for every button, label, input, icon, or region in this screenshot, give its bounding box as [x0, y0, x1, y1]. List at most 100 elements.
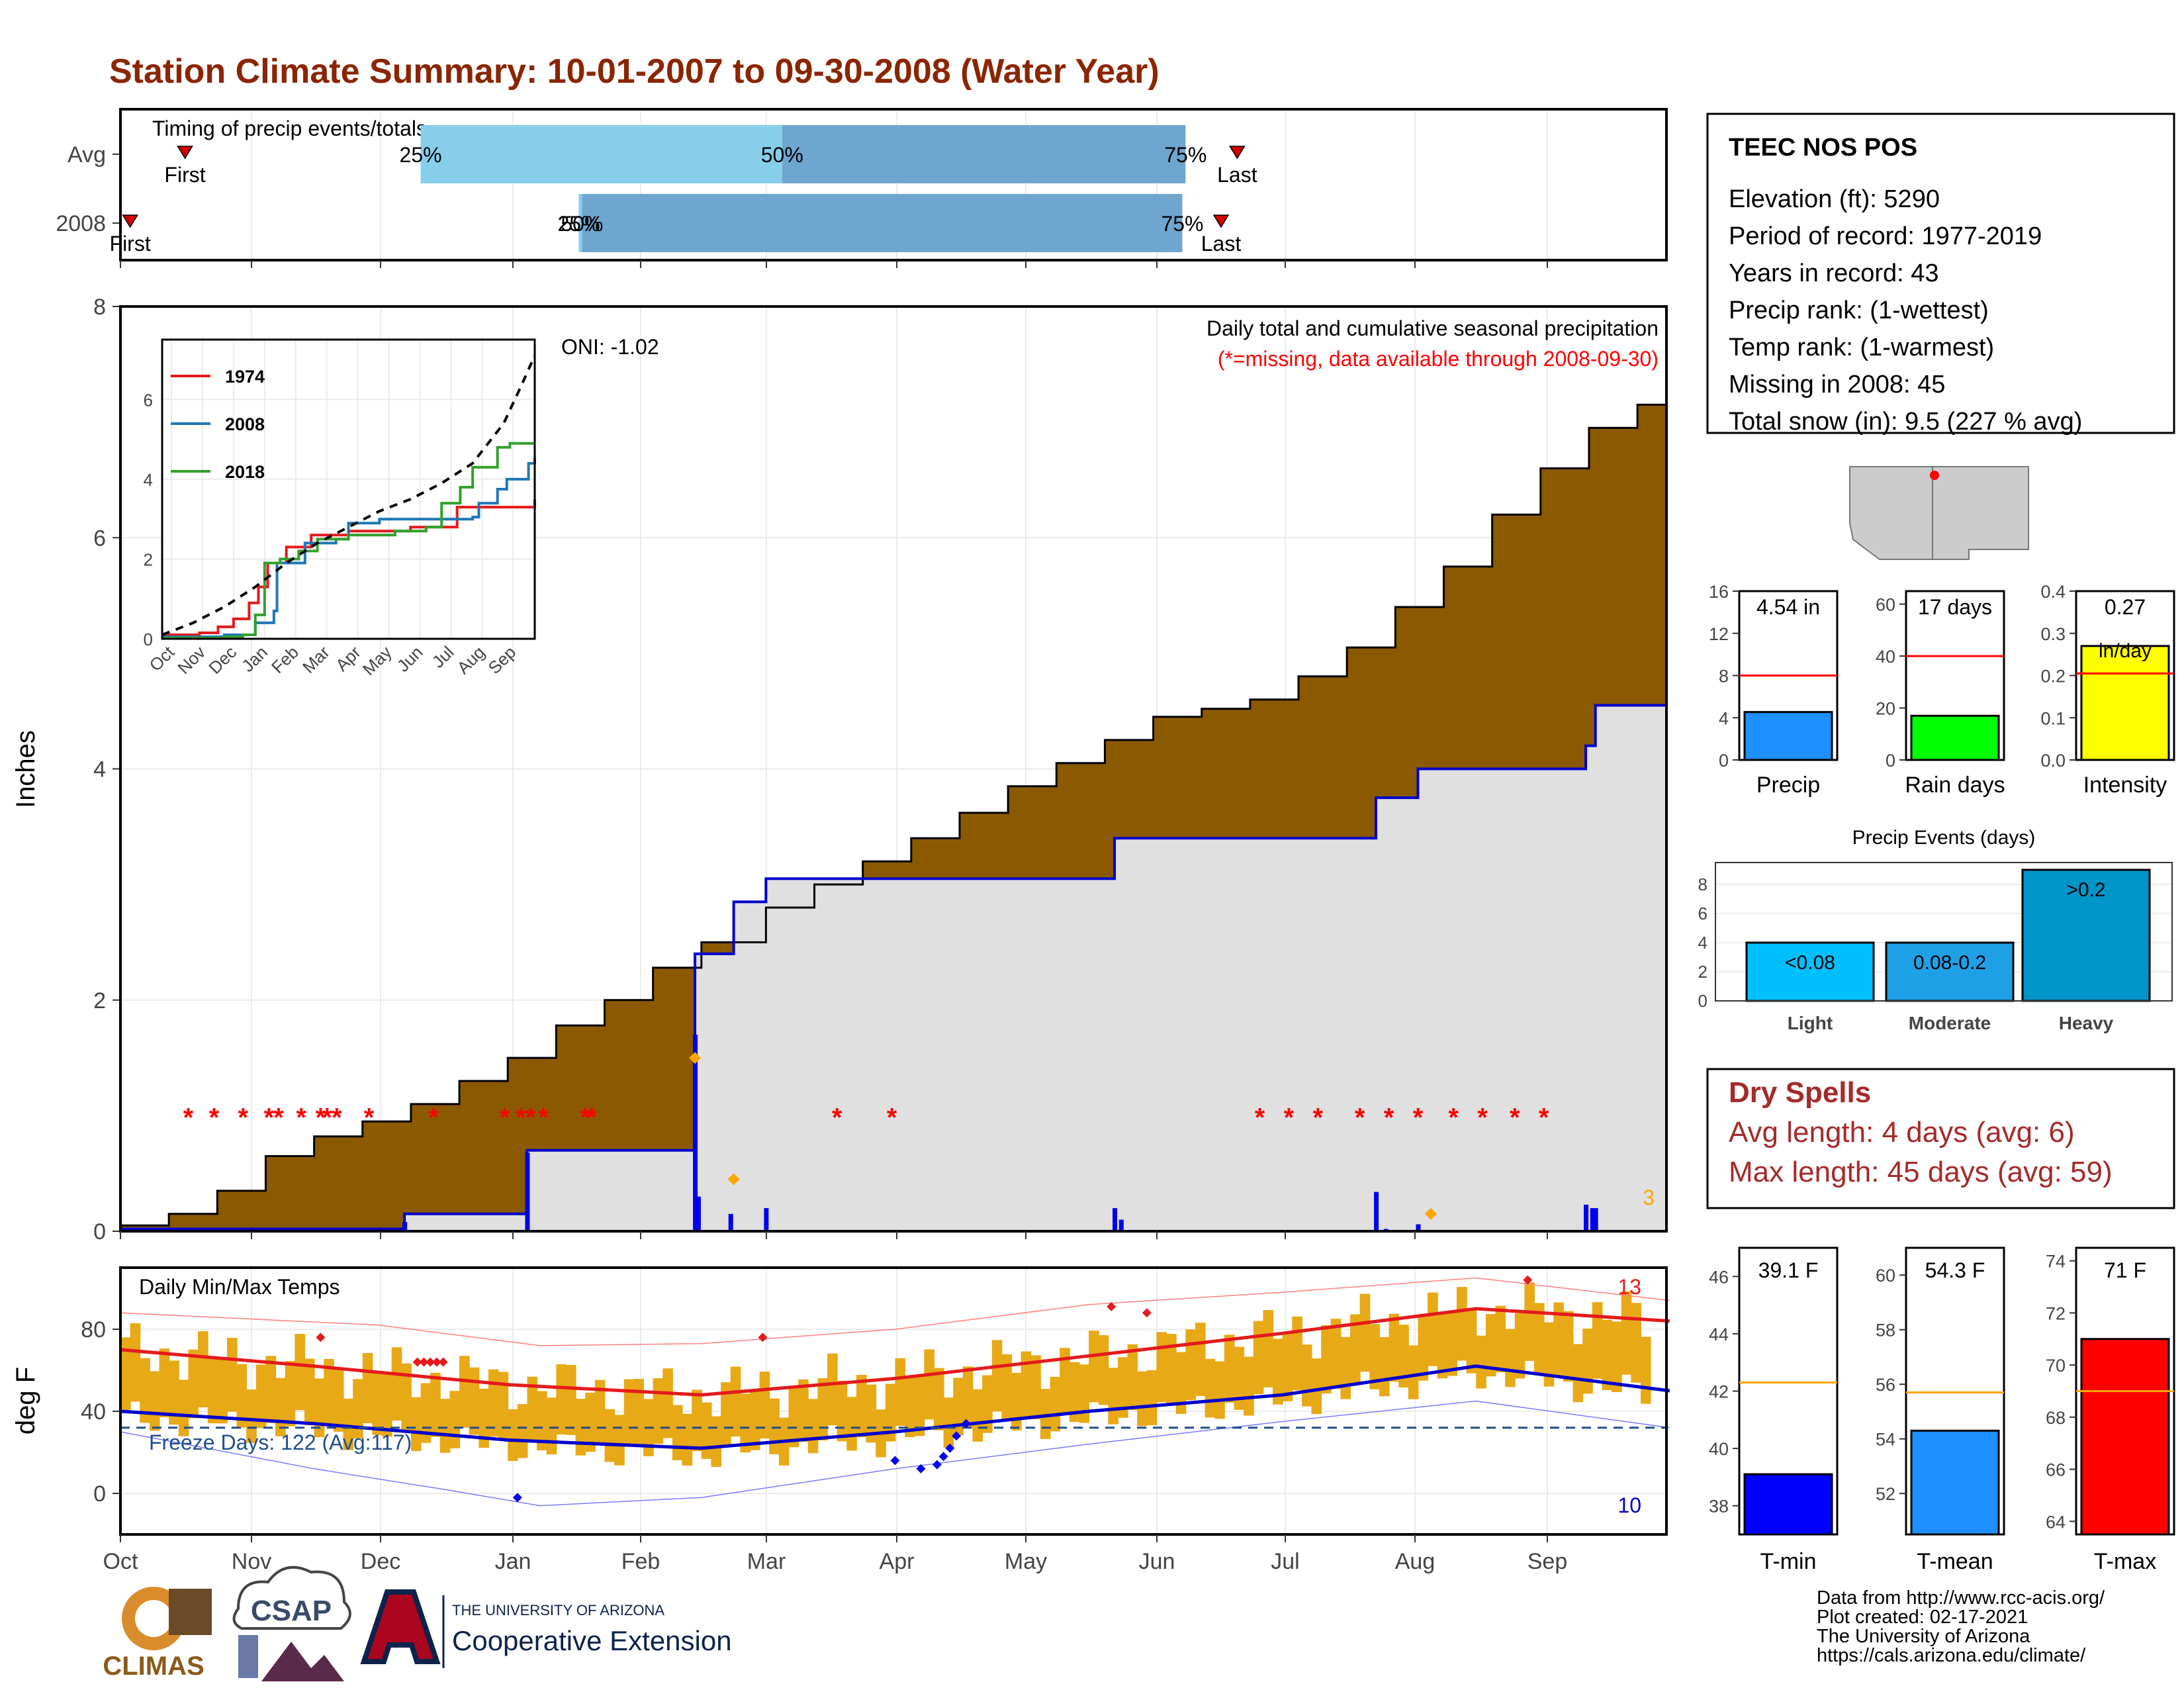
timing-bar-q2: [782, 125, 1186, 183]
timing-title: Timing of precip events/totals: [152, 117, 427, 140]
arizona-shape: [1849, 466, 1933, 560]
precip-missing-marker: *: [1448, 1103, 1459, 1132]
footer-credits: Data from http://www.rcc-acis.org/ Plot …: [1817, 1587, 2105, 1666]
month-axis-label: Apr: [880, 1549, 915, 1574]
events-ytick-label: 6: [1698, 904, 1707, 923]
temp-record-max-marker: [419, 1357, 429, 1367]
mini-temp-value: 54.3 F: [1925, 1258, 1985, 1282]
temp-daily-range-bar: [120, 1337, 131, 1411]
temp-daily-range-bar: [962, 1366, 974, 1429]
temp-daily-range-bar: [188, 1349, 199, 1419]
precip-ytick-label: 4: [93, 757, 106, 782]
precip-daily-bar: [1416, 1224, 1421, 1231]
inset-border: [161, 338, 536, 640]
precip-missing-marker: *: [1477, 1103, 1488, 1132]
temp-record-max-marker: [426, 1357, 435, 1367]
temp-daily-range-bar: [1582, 1329, 1593, 1394]
temp-daily-range-bar: [846, 1397, 857, 1451]
temp-daily-range-bar: [1350, 1314, 1361, 1385]
timing-first-label: First: [164, 163, 205, 187]
temp-daily-range-bar: [1553, 1302, 1564, 1376]
precip-daily-bar: [1584, 1204, 1589, 1231]
precip-observed-area: [120, 705, 1666, 1231]
temp-daily-range-bar: [1457, 1287, 1467, 1361]
precip-missing-marker: *: [273, 1103, 284, 1132]
temp-ytick-label: 40: [81, 1399, 106, 1425]
precip-border: [119, 305, 1668, 1233]
month-axis-label: Jun: [1139, 1549, 1175, 1574]
precip-ylabel: Inches: [11, 730, 40, 808]
precip-snow-marker: [1424, 1207, 1437, 1220]
temp-avg-max-line: [120, 1307, 1670, 1397]
temp-record-max-line: [120, 1277, 1670, 1346]
precip-events-chart: Precip Events (days) 0 2 4 6 8 <0.08 Light 0.08-…: [1698, 827, 2173, 1033]
temp-daily-range-bar: [1127, 1344, 1138, 1410]
temp-daily-range-bar: [1166, 1334, 1177, 1403]
mini-temp-bar: [2080, 1338, 2170, 1536]
temp-daily-range-bar: [1428, 1292, 1438, 1366]
inset-ytick-label: 0: [144, 630, 153, 649]
mini-precip-ytick-label: 12: [1709, 624, 1729, 644]
dry-spells-max: Max length: 45 days (avg: 59): [1729, 1156, 2113, 1188]
precip-missing-marker: *: [500, 1103, 510, 1132]
temp-daily-range-bar: [178, 1380, 189, 1436]
mini-precip-ytick-label: 0: [1719, 751, 1729, 771]
precip-missing-marker: *: [538, 1103, 549, 1132]
precip-missing-marker: *: [580, 1103, 590, 1132]
mini-precip-ytick-label: 4: [1719, 708, 1729, 728]
temp-daily-range-bar: [566, 1364, 576, 1435]
mini-temp-bar: [1743, 1473, 1833, 1536]
precip-ytick-label: 0: [93, 1219, 106, 1244]
temp-daily-range-bar: [1301, 1344, 1312, 1407]
precip-missing-marker: *: [1355, 1103, 1365, 1132]
month-axis-label: Mar: [747, 1549, 786, 1574]
station-location-marker: [1930, 471, 1939, 480]
csap-logo: CSAP: [232, 1566, 351, 1681]
temp-daily-range-bar: [362, 1352, 373, 1424]
temp-daily-range-bar: [943, 1397, 954, 1448]
temp-daily-range-bar: [1340, 1336, 1351, 1399]
temp-daily-range-bar: [149, 1371, 160, 1431]
month-axis-label: Oct: [103, 1549, 138, 1574]
temp-daily-range-bar: [546, 1397, 557, 1455]
temp-daily-range-bar: [827, 1353, 838, 1426]
oni-label: ONI: -1.02: [561, 335, 659, 359]
temp-daily-range-bar: [1495, 1305, 1506, 1373]
mini-precip-label: Rain days: [1905, 773, 2005, 798]
inset-average-dashed: [161, 355, 536, 636]
precip-snow-marker: [727, 1173, 740, 1186]
events-title: Precip Events (days): [1852, 827, 2036, 849]
temp-daily-range-bar: [1592, 1302, 1603, 1379]
mini-temp-ytick-label: 72: [2046, 1303, 2066, 1323]
inset-legend-label: 2018: [225, 462, 265, 482]
timing-last-label: Last: [1201, 232, 1242, 256]
temp-daily-range-bar: [1030, 1355, 1041, 1419]
precip-missing-marker: *: [322, 1103, 332, 1132]
temp-daily-range-bar: [1330, 1319, 1342, 1389]
temp-daily-range-bar: [1602, 1319, 1613, 1391]
temp-daily-range-bar: [439, 1399, 451, 1453]
events-bar-inside-label: 0.08-0.2: [1913, 952, 1986, 974]
inset-series-2018: [162, 442, 535, 639]
precip-missing-marker: *: [1284, 1103, 1295, 1132]
precip-missing-marker: *: [364, 1103, 375, 1132]
precip-missing-marker: *: [1384, 1103, 1394, 1132]
mini-temp-ytick-label: 70: [2046, 1356, 2066, 1376]
temp-record-max-marker: [432, 1357, 441, 1367]
timing-first-marker: [122, 214, 138, 228]
inset-ytick-label: 2: [144, 549, 153, 569]
mini-temp-ytick-label: 66: [2046, 1460, 2066, 1480]
precip-missing-marker: *: [296, 1103, 306, 1132]
mini-precip-bar: [2080, 645, 2170, 761]
mini-temp-value: 71 F: [2104, 1258, 2146, 1282]
temp-daily-range-bar: [226, 1338, 238, 1412]
footer-line-url: https://cals.arizona.edu/climate/: [1817, 1645, 2086, 1666]
temp-daily-range-bar: [498, 1372, 509, 1438]
temp-daily-range-bar: [130, 1323, 141, 1402]
month-axis-label: Jan: [495, 1549, 531, 1574]
precip-daily-bar: [728, 1213, 733, 1231]
precip-missing-marker: *: [1539, 1103, 1549, 1132]
temp-border: [119, 1266, 1668, 1536]
temp-daily-range-bar: [1205, 1358, 1216, 1418]
precip-daily-bar: [693, 1035, 698, 1231]
